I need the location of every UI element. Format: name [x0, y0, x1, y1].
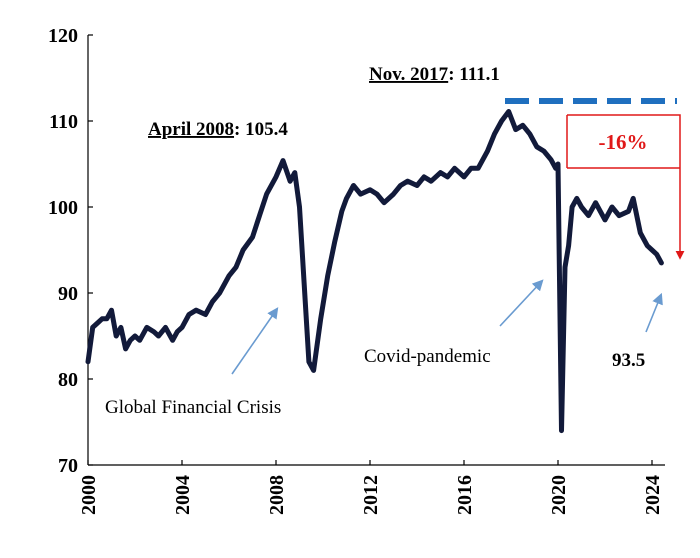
drop-bracket: [567, 114, 685, 260]
last-value-arrow: [645, 292, 663, 333]
y-tick-label: 70: [58, 455, 78, 477]
y-tick-label: 120: [48, 25, 78, 47]
peak-2017-annotation: Nov. 2017: 111.1: [369, 64, 500, 85]
drop-percent-label: -16%: [599, 130, 648, 154]
x-tick-label: 2016: [454, 475, 476, 515]
gfc-arrow: [231, 307, 279, 375]
x-tick-label: 2024: [642, 475, 664, 515]
peak-2008-value: : 105.4: [234, 119, 288, 140]
y-tick-label: 110: [49, 111, 78, 133]
x-tick-label: 2012: [360, 475, 382, 515]
gfc-label: Global Financial Crisis: [105, 397, 281, 418]
peak-2008-label: April 2008: [148, 119, 234, 140]
peak-2017-value: : 111.1: [448, 64, 500, 85]
y-tick-label: 100: [48, 197, 78, 219]
covid-arrow: [499, 279, 544, 327]
x-tick-label: 2020: [548, 475, 570, 515]
covid-label: Covid-pandemic: [364, 346, 491, 367]
y-tick-label: 80: [58, 369, 78, 391]
peak-2017-label: Nov. 2017: [369, 64, 449, 85]
last-value-label: 93.5: [612, 350, 645, 371]
y-tick-label: 90: [58, 283, 78, 305]
x-tick-label: 2008: [266, 475, 288, 515]
x-tick-label: 2004: [172, 475, 194, 515]
x-tick-label: 2000: [78, 475, 100, 515]
peak-2008-annotation: April 2008: 105.4: [148, 119, 288, 140]
series-line: [85, 109, 664, 434]
